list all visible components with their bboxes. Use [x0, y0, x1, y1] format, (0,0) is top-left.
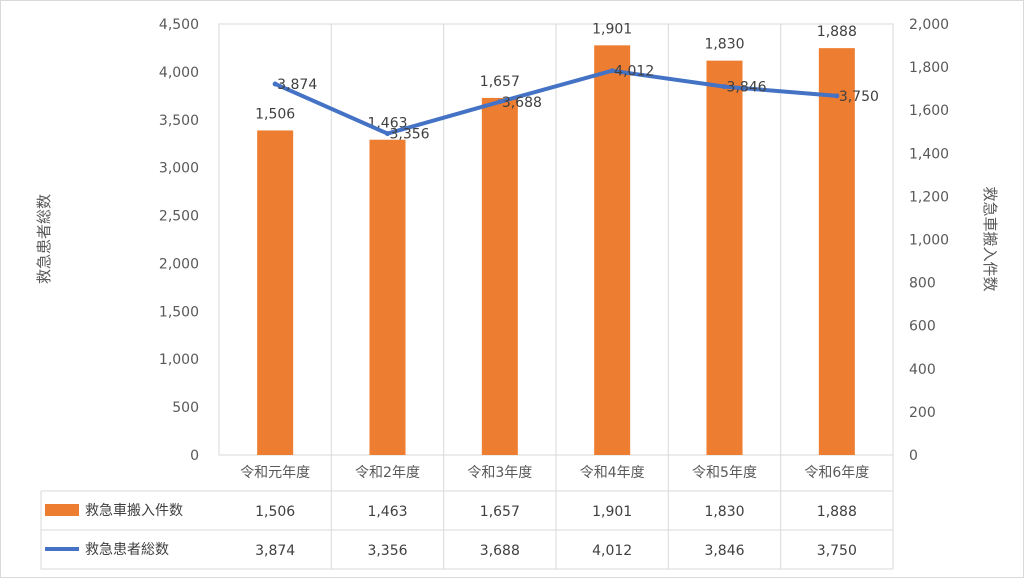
line-point — [722, 84, 727, 90]
right-tick-label: 1,000 — [909, 233, 949, 249]
legend-label-bars: 救急車搬入件数 — [85, 502, 183, 519]
right-axis-ticks: 0 200 400 600 800 1,000 1,200 1,400 1,600 1,800 2,… — [909, 17, 949, 464]
left-tick-label: 2,500 — [159, 209, 199, 225]
table-cell: 1,888 — [817, 504, 857, 520]
right-tick-label: 600 — [909, 319, 936, 335]
line-data-label: 3,750 — [839, 89, 879, 105]
table-cell: 1,830 — [704, 504, 744, 520]
table-cell: 3,750 — [817, 543, 857, 559]
bar — [369, 139, 406, 455]
line-path — [273, 68, 839, 136]
bar-data-label: 1,830 — [704, 37, 744, 53]
left-tick-label: 1,000 — [159, 352, 199, 368]
left-tick-label: 2,000 — [159, 256, 199, 272]
right-tick-label: 200 — [909, 405, 936, 421]
bar-data-label: 1,506 — [255, 106, 295, 122]
bar-data-label: 1,888 — [817, 24, 857, 40]
left-tick-label: 4,500 — [159, 17, 199, 33]
left-axis-ticks: 0 500 1,000 1,500 2,000 2,500 3,000 3,500 4,000 4… — [159, 17, 199, 464]
line-point — [385, 131, 390, 137]
left-tick-label: 0 — [190, 448, 199, 464]
left-tick-label: 500 — [172, 400, 199, 416]
category-label: 令和3年度 — [467, 465, 532, 481]
right-tick-label: 2,000 — [909, 17, 949, 33]
left-axis-title: 救急患者総数 — [35, 194, 53, 284]
line-data-label: 3,688 — [502, 95, 542, 111]
table-cell: 1,463 — [367, 504, 407, 520]
line-data-label: 3,356 — [390, 127, 430, 143]
bar — [257, 130, 294, 455]
right-tick-label: 1,800 — [909, 60, 949, 76]
category-label: 令和2年度 — [355, 465, 420, 481]
right-axis-title: 救急車搬入件数 — [981, 186, 999, 291]
right-tick-label: 0 — [909, 448, 918, 464]
right-tick-label: 400 — [909, 362, 936, 378]
legend-label-line: 救急患者総数 — [85, 542, 169, 558]
line-point — [497, 99, 503, 105]
table-cell: 1,506 — [255, 504, 295, 520]
category-label: 令和元年度 — [240, 465, 310, 481]
left-tick-label: 4,000 — [159, 65, 199, 81]
table-cell: 3,846 — [704, 543, 744, 559]
bar-data-label: 1,901 — [592, 21, 632, 37]
line-point — [609, 68, 615, 74]
table-cell: 4,012 — [592, 543, 632, 559]
line-data-labels: 3,874 3,356 3,688 4,012 3,846 3,750 — [277, 64, 879, 143]
bar-data-label: 1,657 — [480, 74, 520, 90]
bar — [594, 45, 631, 455]
legend-key-bars — [45, 504, 79, 516]
left-tick-label: 3,000 — [159, 161, 199, 177]
bar — [706, 60, 743, 455]
bar — [818, 48, 855, 456]
line-data-label: 3,846 — [727, 80, 767, 96]
line-data-label: 4,012 — [614, 64, 654, 80]
table-cell: 3,688 — [480, 543, 520, 559]
category-label: 令和4年度 — [580, 465, 645, 481]
right-tick-label: 800 — [909, 276, 936, 292]
category-label: 令和6年度 — [804, 465, 869, 481]
bar — [481, 97, 518, 455]
table-cell: 3,356 — [367, 543, 407, 559]
line-point — [834, 93, 840, 99]
left-tick-label: 3,500 — [159, 113, 199, 129]
left-tick-label: 1,500 — [159, 304, 199, 320]
right-tick-label: 1,200 — [909, 189, 949, 205]
table-cell: 3,874 — [255, 543, 295, 559]
bar-series — [257, 45, 855, 456]
data-table: 令和元年度 令和2年度 令和3年度 令和4年度 令和5年度 令和6年度救急車搬入件数救急患… — [40, 455, 894, 570]
table-cell: 1,657 — [480, 504, 520, 520]
plot-frame — [218, 23, 894, 569]
line-series — [272, 68, 840, 137]
right-tick-label: 1,400 — [909, 146, 949, 162]
category-label: 令和5年度 — [692, 465, 757, 481]
table-cell: 1,901 — [592, 504, 632, 520]
line-data-label: 3,874 — [277, 77, 317, 93]
right-tick-label: 1,600 — [909, 103, 949, 119]
line-point — [272, 81, 278, 87]
